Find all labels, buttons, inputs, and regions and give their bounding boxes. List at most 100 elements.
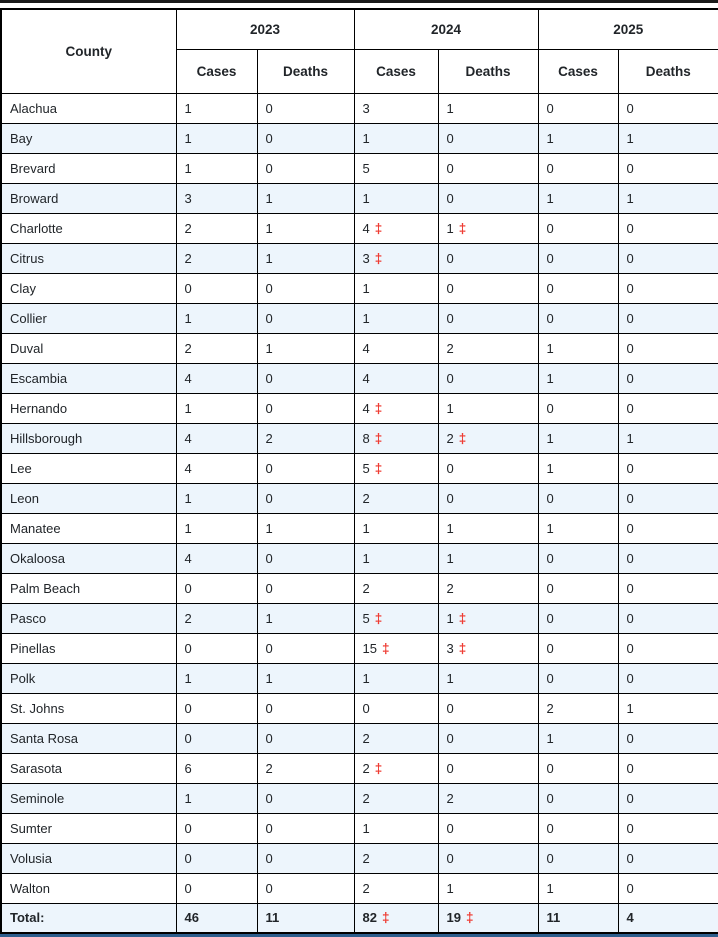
value-cell: 0: [617, 632, 718, 664]
value-cell: 0: [537, 572, 619, 604]
value-cell: 0: [175, 272, 258, 304]
footnote-double-dagger-icon: ‡: [374, 760, 383, 776]
value-cell: 1: [537, 872, 619, 904]
value-cell: 0: [437, 272, 539, 304]
value-cell: 0: [256, 632, 355, 664]
value-cell: 19 ‡: [437, 902, 539, 934]
value-cell: 1: [537, 722, 619, 754]
value-cell: 0: [617, 602, 718, 634]
table-row: Palm Beach 0 0 2 2 0 0: [0, 572, 718, 604]
table-row: Broward 3 1 1 0 1 1: [0, 182, 718, 214]
county-cell: Palm Beach: [0, 572, 177, 604]
value-cell: 0: [175, 692, 258, 724]
value-cell: 0: [437, 242, 539, 274]
county-cell: Manatee: [0, 512, 177, 544]
value-cell: 0: [617, 92, 718, 124]
value-cell: 1: [537, 122, 619, 154]
value-cell: 1 ‡: [437, 212, 539, 244]
value-cell: 1: [353, 302, 439, 334]
value-cell: 0: [256, 452, 355, 484]
value-cell: 1: [617, 122, 718, 154]
value-cell: 4 ‡: [353, 392, 439, 424]
value-cell: 1: [437, 872, 539, 904]
value-cell: 0: [256, 812, 355, 844]
value-cell: 0: [617, 662, 718, 694]
county-cell: Citrus: [0, 242, 177, 274]
table-body: Alachua 1 0 3 1 0 0 Bay 1 0 1 0 1 1 Brevard 1 0 5 0 0 0 Browa…: [0, 92, 718, 934]
table-row: Sumter 0 0 1 0 0 0: [0, 812, 718, 844]
table-row: Polk 1 1 1 1 0 0: [0, 662, 718, 694]
value-cell: 0: [537, 242, 619, 274]
value-cell: 0: [437, 752, 539, 784]
value-cell: 1: [353, 662, 439, 694]
value-cell: 1: [353, 512, 439, 544]
county-cell: Hillsborough: [0, 422, 177, 454]
county-cell: Bay: [0, 122, 177, 154]
value-cell: 0: [256, 842, 355, 874]
value-cell: 0: [537, 152, 619, 184]
value-cell: 0: [256, 272, 355, 304]
value-cell: 0: [617, 512, 718, 544]
county-cell: Volusia: [0, 842, 177, 874]
value-cell: 0: [175, 722, 258, 754]
value-cell: 0: [353, 692, 439, 724]
value-cell: 0: [537, 92, 619, 124]
value-cell: 4: [353, 332, 439, 364]
total-row: Total: 46 11 82 ‡ 19 ‡ 11 4: [0, 902, 718, 934]
table-row: Clay 0 0 1 0 0 0: [0, 272, 718, 304]
value-cell: 0: [537, 662, 619, 694]
value-cell: 1: [437, 92, 539, 124]
header-year-2023: 2023: [175, 8, 355, 50]
value-cell: 2: [175, 332, 258, 364]
header-deaths-2024: Deaths: [437, 48, 539, 94]
county-cell: Collier: [0, 302, 177, 334]
value-cell: 1: [175, 482, 258, 514]
value-cell: 0: [617, 452, 718, 484]
county-cell: Clay: [0, 272, 177, 304]
value-cell: 0: [256, 92, 355, 124]
bottom-divider: [0, 934, 718, 937]
county-cell: Hernando: [0, 392, 177, 424]
header-cases-2025: Cases: [537, 48, 619, 94]
footnote-double-dagger-icon: ‡: [458, 220, 467, 236]
county-cell: Seminole: [0, 782, 177, 814]
value-cell: 2: [175, 212, 258, 244]
value-cell: 2 ‡: [437, 422, 539, 454]
value-cell: 1: [256, 332, 355, 364]
county-cell: Lee: [0, 452, 177, 484]
value-cell: 0: [617, 482, 718, 514]
table-row: Hillsborough 4 2 8 ‡ 2 ‡ 1 1: [0, 422, 718, 454]
county-cases-deaths-table: County 2023 2024 2025 Cases Deaths Cases…: [0, 8, 718, 934]
value-cell: 0: [537, 632, 619, 664]
table-row: Leon 1 0 2 0 0 0: [0, 482, 718, 514]
county-cell: Duval: [0, 332, 177, 364]
header-measure-row: Cases Deaths Cases Deaths Cases Deaths: [1, 48, 718, 94]
value-cell: 2 ‡: [353, 752, 439, 784]
value-cell: 0: [617, 152, 718, 184]
value-cell: 0: [617, 812, 718, 844]
value-cell: 0: [537, 212, 619, 244]
county-cell: Alachua: [0, 92, 177, 124]
value-cell: 2: [437, 332, 539, 364]
value-cell: 0: [175, 572, 258, 604]
value-cell: 1: [175, 782, 258, 814]
value-cell: 0: [617, 842, 718, 874]
county-cell: Leon: [0, 482, 177, 514]
value-cell: 1: [437, 392, 539, 424]
value-cell: 0: [256, 872, 355, 904]
value-cell: 0: [256, 152, 355, 184]
county-cell: Walton: [0, 872, 177, 904]
value-cell: 0: [437, 842, 539, 874]
table-row: St. Johns 0 0 0 0 2 1: [0, 692, 718, 724]
value-cell: 1: [537, 182, 619, 214]
value-cell: 1: [175, 662, 258, 694]
table-row: Lee 4 0 5 ‡ 0 1 0: [0, 452, 718, 484]
county-cell: Charlotte: [0, 212, 177, 244]
header-year-2025: 2025: [537, 8, 718, 50]
value-cell: 2: [256, 422, 355, 454]
footnote-double-dagger-icon: ‡: [374, 250, 383, 266]
value-cell: 1: [175, 122, 258, 154]
value-cell: 0: [617, 362, 718, 394]
footnote-double-dagger-icon: ‡: [374, 220, 383, 236]
value-cell: 1 ‡: [437, 602, 539, 634]
